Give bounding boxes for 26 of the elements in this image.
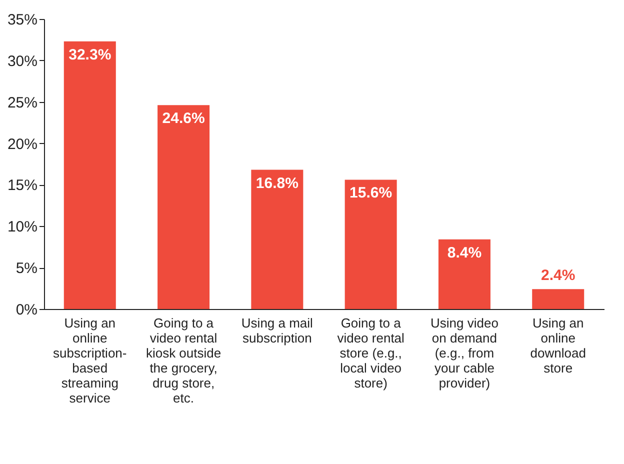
y-tick-label: 25%	[7, 94, 38, 112]
data-label: 2.4%	[541, 267, 576, 284]
bar	[438, 239, 490, 309]
x-tick-label: Going to a video rental store (e.g., local video store)	[337, 316, 405, 390]
data-label: 15.6%	[350, 184, 392, 202]
y-tick-label: 15%	[7, 177, 38, 194]
y-tick-label: 35%	[7, 12, 38, 28]
x-tick-label: Using an online subscription-based streaming service	[53, 316, 127, 406]
y-tick-label: 30%	[7, 52, 38, 70]
y-tick-label: 5%	[16, 260, 38, 278]
data-label: 16.8%	[256, 174, 298, 192]
bar	[64, 41, 116, 309]
x-tick-label: Using a mail subscription	[241, 316, 314, 346]
bar	[532, 289, 584, 309]
x-tick-label: Using video on demand (e.g., from your cable provider)	[430, 316, 498, 390]
y-tick-label: 0%	[16, 302, 38, 318]
bar	[158, 105, 210, 309]
data-label: 32.3%	[68, 46, 112, 64]
y-tick-label: 10%	[7, 218, 38, 236]
bar	[344, 180, 397, 309]
data-label: 24.6%	[162, 110, 205, 128]
x-tick-label: Using an online download store	[530, 316, 586, 376]
bar	[251, 170, 304, 309]
data-label: 8.4%	[447, 244, 482, 262]
y-tick-label: 20%	[7, 136, 38, 153]
x-tick-label: Going to a video rental kiosk outside the grocery, drug store, etc.	[146, 316, 222, 406]
